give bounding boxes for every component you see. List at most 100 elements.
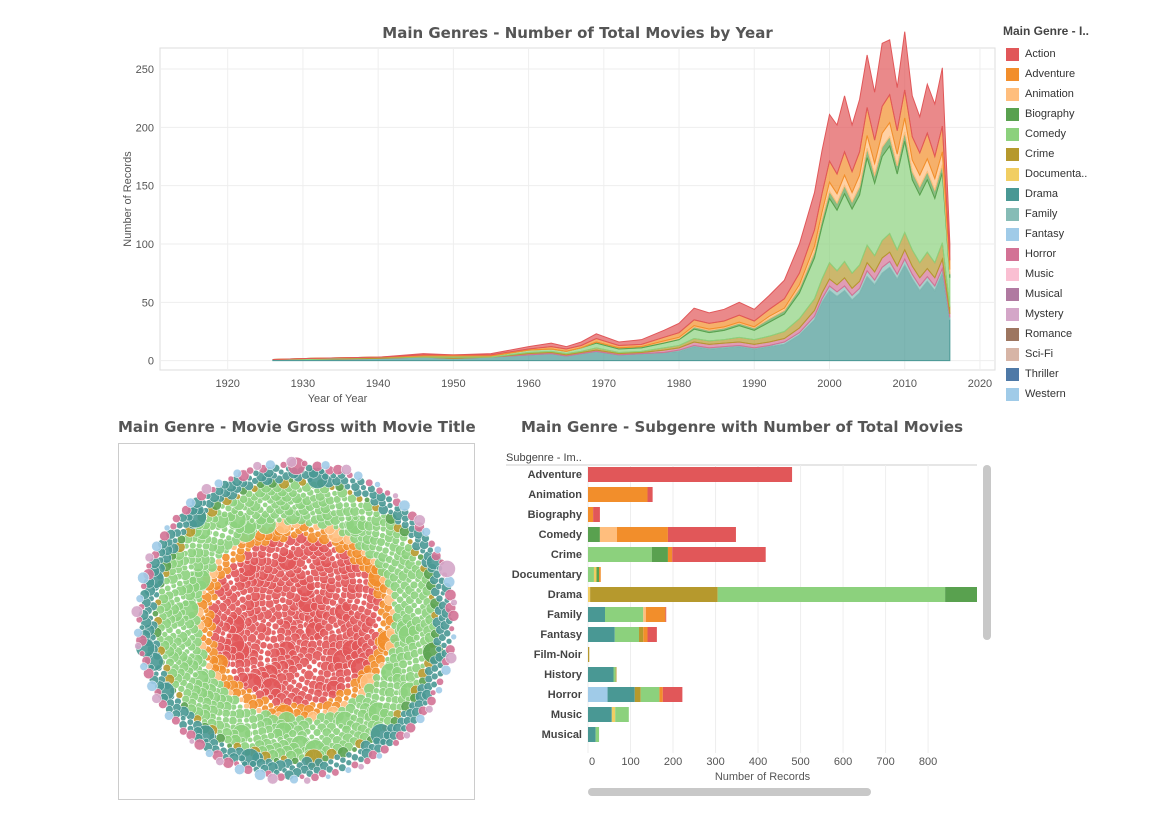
bubble-action: [230, 668, 238, 675]
bubble-comedy: [267, 731, 275, 740]
x-tick-label: 0: [589, 756, 595, 768]
x-tick-label: 1970: [592, 378, 616, 390]
bar-segment-comedy: [588, 567, 594, 582]
legend-item[interactable]: Horror: [1003, 244, 1151, 264]
legend-item[interactable]: Mystery: [1003, 304, 1151, 324]
bar-category-label: Documentary: [512, 569, 583, 581]
legend-swatch: [1006, 327, 1019, 341]
bubble-fantasy: [443, 576, 456, 588]
bubble-comedy: [381, 546, 390, 555]
bubble-comedy: [192, 671, 199, 678]
legend-item[interactable]: Documenta..: [1003, 164, 1151, 184]
bubble-comedy: [212, 530, 220, 538]
bubble-action: [304, 569, 311, 576]
bubble-action: [342, 668, 352, 678]
legend-label: Music: [1025, 268, 1054, 280]
bubble-comedy: [276, 516, 283, 524]
bubble-comedy: [376, 537, 386, 547]
x-tick-label: 2000: [817, 378, 841, 390]
legend-item[interactable]: Romance: [1003, 324, 1151, 344]
bubble-action: [369, 611, 378, 619]
x-axis-label: Year of Year: [308, 393, 368, 405]
legend-label: Comedy: [1025, 128, 1066, 140]
bubble-mystery: [438, 560, 456, 578]
bubble-drama: [361, 489, 370, 498]
bubble-adventure: [314, 530, 322, 538]
bar-segment-drama: [588, 667, 614, 682]
bubble-animation: [243, 702, 250, 710]
bubble-horror: [143, 667, 155, 680]
bubble-comedy: [175, 628, 182, 635]
bubble-fantasy: [344, 766, 352, 774]
legend-item[interactable]: Sci-Fi: [1003, 344, 1151, 364]
bar-category-label: Animation: [528, 489, 582, 501]
legend-item[interactable]: Family: [1003, 204, 1151, 224]
bubble-action: [306, 663, 313, 670]
bubble-comedy: [219, 532, 226, 539]
bar-segment-crime: [615, 667, 617, 682]
bar-chart[interactable]: Subgenre - Im.. 0 100 200 300 400 500 600 700 800…: [500, 445, 1000, 805]
vertical-scrollbar[interactable]: [983, 465, 991, 640]
area-chart[interactable]: 1920 1930 1940 1950 1960 1970 1980 1990 2000 2010…: [0, 0, 1000, 410]
bubble-action: [271, 622, 280, 631]
legend-item[interactable]: Musical: [1003, 284, 1151, 304]
bubble-horror: [301, 460, 308, 468]
x-tick-label: 300: [706, 756, 724, 768]
legend-item[interactable]: Biography: [1003, 104, 1151, 124]
bubble-horror: [365, 478, 374, 487]
bubble-horror: [171, 716, 181, 726]
legend-label: Biography: [1025, 108, 1075, 120]
bar-segment-crime: [588, 647, 590, 662]
legend-item[interactable]: Fantasy: [1003, 224, 1151, 244]
y-tick-label: 100: [136, 239, 154, 251]
legend-item[interactable]: Comedy: [1003, 124, 1151, 144]
legend-label: Romance: [1025, 328, 1073, 340]
bubble-action: [317, 669, 325, 676]
bubble-fantasy: [137, 571, 150, 584]
bar-segment-drama: [588, 607, 606, 622]
bar-category-label: History: [544, 669, 583, 681]
legend-item[interactable]: Western: [1003, 384, 1151, 404]
bubble-horror: [363, 757, 372, 765]
x-axis-label: Number of Records: [715, 771, 811, 783]
bar-segment-adventure: [588, 487, 648, 502]
bar-segment-comedy: [588, 547, 652, 562]
legend-item[interactable]: Music: [1003, 264, 1151, 284]
legend-item[interactable]: Drama: [1003, 184, 1151, 204]
bubble-comedy: [333, 495, 342, 504]
x-tick-label: 800: [919, 756, 937, 768]
legend-item[interactable]: Adventure: [1003, 64, 1151, 84]
bubble-drama: [345, 751, 353, 759]
bubble-adventure: [221, 553, 231, 562]
bubble-drama: [357, 755, 365, 763]
bubble-action: [312, 667, 318, 674]
bubble-chart[interactable]: [118, 443, 475, 800]
legend-item[interactable]: Thriller: [1003, 364, 1151, 384]
bubble-horror: [246, 466, 254, 475]
bar-segment-biography: [596, 567, 600, 582]
bar-category-label: Musical: [542, 729, 582, 741]
legend-item[interactable]: Crime: [1003, 144, 1151, 164]
legend-swatch: [1006, 247, 1019, 261]
bubble-mystery: [252, 461, 262, 471]
legend-swatch: [1006, 87, 1019, 101]
bar-segment-biography: [945, 587, 977, 602]
horizontal-scrollbar[interactable]: [588, 788, 871, 796]
bubble-comedy: [221, 708, 231, 718]
bubble-crime: [175, 691, 184, 699]
bubble-drama: [249, 760, 257, 768]
bubble-comedy: [332, 727, 341, 736]
bubble-comedy: [248, 714, 258, 724]
legend-item[interactable]: Action: [1003, 44, 1151, 64]
bubble-horror: [426, 696, 437, 706]
bar-segment-drama: [588, 627, 615, 642]
bubble-action: [244, 666, 251, 673]
bar-segment-action: [667, 527, 736, 542]
bubble-horror: [331, 768, 340, 777]
bar-segment-comedy: [717, 587, 946, 602]
bubble-adventure: [307, 526, 315, 534]
x-tick-label: 200: [664, 756, 682, 768]
bubble-horror: [222, 757, 234, 769]
bubble-biography: [152, 610, 159, 618]
legend-item[interactable]: Animation: [1003, 84, 1151, 104]
